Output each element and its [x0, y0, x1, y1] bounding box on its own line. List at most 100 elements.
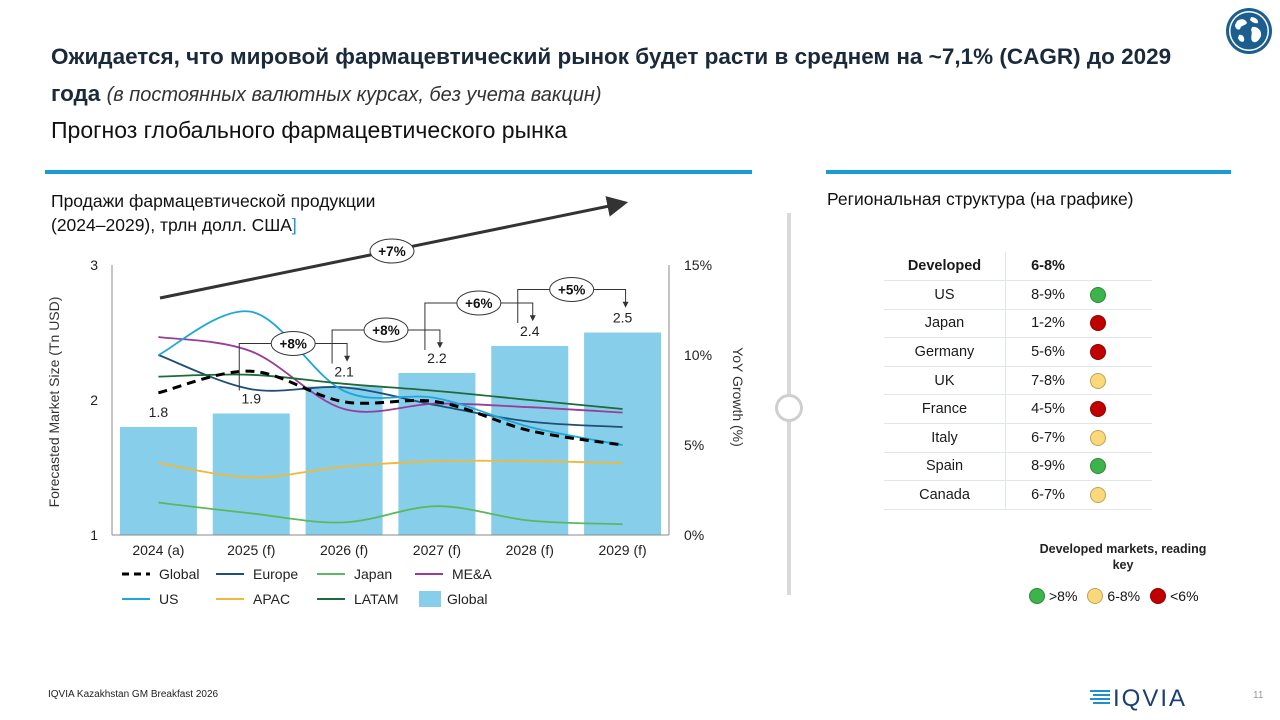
region-growth: 8-9% [1005, 452, 1090, 482]
key-item-yellow: 6-8% [1087, 587, 1141, 604]
left-panel-rule [45, 170, 752, 174]
growth-line-latam [158, 373, 623, 410]
step-label-2: +6% [465, 296, 492, 311]
step-label-1: +8% [372, 323, 399, 338]
region-growth: 6-7% [1005, 480, 1090, 510]
chart-heading: Продажи фармацевтической продукции (2024… [51, 189, 375, 237]
region-name: France [884, 394, 1006, 424]
trend-badge [369, 238, 415, 264]
page-subtitle: Прогноз глобального фармацевтического ры… [51, 117, 568, 143]
legend-label-6: LATAM [354, 591, 399, 607]
legend-label-2: Japan [354, 566, 392, 582]
region-growth: 4-5% [1005, 394, 1090, 424]
region-status [1090, 423, 1152, 453]
bar-label-2: 2.1 [334, 364, 354, 380]
key-label: 6-8% [1107, 588, 1141, 604]
chart-heading-bracket: ] [291, 215, 297, 235]
bar-5 [584, 332, 662, 535]
status-dot-green [1090, 286, 1106, 303]
region-header: Developed [884, 252, 1006, 281]
x-tick-5: 2029 (f) [598, 542, 646, 558]
page-number: 11 [1253, 690, 1264, 701]
y-right-tick-0: 0% [684, 527, 704, 543]
region-status [1090, 280, 1152, 310]
reading-key-title: Developed markets, reading key [1039, 542, 1207, 572]
status-dot-yellow [1090, 487, 1106, 504]
bar-label-0: 1.8 [149, 404, 169, 420]
key-item-red: <6% [1150, 587, 1199, 604]
region-name: Japan [884, 309, 1006, 339]
page-title: Ожидается, что мировой фармацевтический … [51, 38, 1211, 114]
status-dot-yellow [1090, 372, 1106, 389]
growth-header: 6-8% [1005, 252, 1090, 281]
bar-label-3: 2.2 [427, 350, 447, 366]
region-row-japan: Japan 1-2% [884, 309, 1152, 339]
key-item-green: >8% [1029, 587, 1078, 604]
chart-heading-line2: (2024–2029), трлн долл. США [51, 215, 292, 235]
key-label: >8% [1049, 588, 1078, 604]
region-row-uk: UK 7-8% [884, 366, 1152, 396]
y-right-tick-1: 5% [684, 437, 704, 453]
x-tick-3: 2027 (f) [413, 542, 461, 558]
growth-line-global [158, 369, 623, 447]
right-panel-rule [826, 170, 1231, 174]
x-tick-0: 2024 (a) [132, 542, 184, 558]
legend-label-7: Global [447, 591, 487, 607]
status-dot-red [1090, 315, 1106, 332]
legend-label-0: Global [159, 566, 199, 582]
iqvia-logo: IQVIA [1090, 685, 1187, 711]
region-status [1090, 309, 1152, 339]
logo-text: IQVIA [1113, 685, 1187, 711]
region-table-header: Developed 6-8% [884, 252, 1152, 281]
region-row-france: France 4-5% [884, 394, 1152, 424]
region-status [1090, 480, 1152, 510]
step-badge-3 [549, 277, 595, 302]
region-row-canada: Canada 6-7% [884, 480, 1152, 510]
legend-label-3: ME&A [452, 566, 492, 582]
legend-label-4: US [159, 591, 178, 607]
divider-knob [775, 394, 803, 422]
region-row-germany: Germany 5-6% [884, 337, 1152, 367]
region-row-us: US 8-9% [884, 280, 1152, 310]
bar-label-1: 1.9 [242, 391, 262, 407]
region-name: Germany [884, 337, 1006, 367]
reading-key: >8% 6-8% <6% [1029, 587, 1209, 604]
y-right-tick-3: 15% [684, 257, 712, 273]
step-badge-1 [363, 317, 409, 343]
region-growth: 7-8% [1005, 366, 1090, 396]
y-left-tick-1: 2 [90, 392, 98, 408]
bar-label-5: 2.5 [613, 310, 633, 326]
footer-source: IQVIA Kazakhstan GM Breakfast 2026 [48, 689, 219, 700]
trend-label: +7% [378, 244, 405, 259]
region-status [1090, 452, 1152, 482]
growth-line-japan [158, 501, 623, 526]
region-growth: 5-6% [1005, 337, 1090, 367]
step-label-3: +5% [558, 283, 585, 298]
status-dot-red [1090, 344, 1106, 361]
region-growth: 8-9% [1005, 280, 1090, 310]
x-tick-4: 2028 (f) [506, 542, 554, 558]
key-label: <6% [1170, 588, 1199, 604]
title-main: Ожидается, что мировой фармацевтический … [51, 44, 1172, 106]
region-name: Spain [884, 452, 1006, 482]
region-status [1090, 337, 1152, 367]
region-name: Canada [884, 480, 1006, 510]
y-left-tick-2: 3 [90, 257, 98, 273]
y-left-tick-0: 1 [90, 527, 98, 543]
region-heading: Региональная структура (на графике) [827, 189, 1134, 209]
key-dot-green [1029, 587, 1045, 604]
legend-swatch-7 [419, 591, 441, 607]
region-table: Developed 6-8% US 8-9% Japan 1-2% Germany 5-6… [884, 252, 1152, 510]
region-row-italy: Italy 6-7% [884, 423, 1152, 453]
region-status [1090, 394, 1152, 424]
y-right-tick-2: 10% [684, 347, 712, 363]
status-dot-red [1090, 401, 1106, 418]
growth-line-us [158, 310, 623, 446]
region-status [1090, 366, 1152, 396]
x-tick-1: 2025 (f) [227, 542, 275, 558]
growth-line-europe [158, 354, 623, 428]
title-note: (в постоянных валютных курсах, без учета… [106, 84, 602, 106]
bar-4 [491, 346, 569, 535]
status-dot-yellow [1090, 429, 1106, 446]
